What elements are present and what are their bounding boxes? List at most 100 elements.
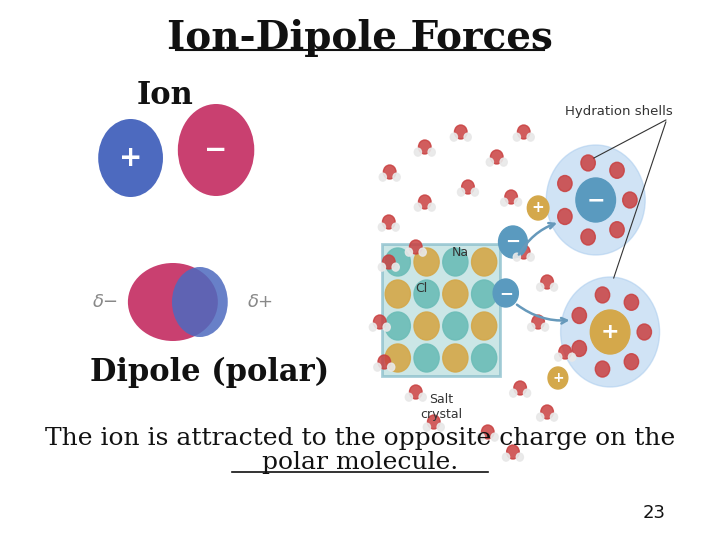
Text: −: −: [204, 136, 228, 164]
Circle shape: [523, 389, 531, 397]
Circle shape: [385, 344, 410, 372]
Circle shape: [500, 198, 508, 206]
Circle shape: [392, 263, 400, 271]
Circle shape: [581, 155, 595, 171]
Circle shape: [414, 344, 439, 372]
Circle shape: [503, 453, 510, 461]
Circle shape: [527, 253, 534, 261]
Circle shape: [532, 315, 544, 329]
Circle shape: [414, 312, 439, 340]
Circle shape: [457, 188, 464, 196]
Circle shape: [576, 178, 616, 222]
Text: Na: Na: [452, 246, 469, 259]
Circle shape: [510, 389, 517, 397]
Circle shape: [472, 188, 479, 196]
Circle shape: [637, 324, 652, 340]
Circle shape: [590, 310, 630, 354]
Circle shape: [482, 425, 494, 439]
Circle shape: [385, 248, 410, 276]
Circle shape: [392, 223, 400, 231]
Circle shape: [518, 245, 530, 259]
Circle shape: [428, 415, 440, 429]
Circle shape: [518, 125, 530, 139]
Circle shape: [490, 150, 503, 164]
Text: Cl: Cl: [415, 281, 427, 294]
Circle shape: [383, 323, 390, 331]
Circle shape: [378, 223, 385, 231]
Circle shape: [516, 453, 523, 461]
Circle shape: [472, 248, 497, 276]
Text: 23: 23: [643, 504, 666, 522]
Circle shape: [382, 215, 395, 229]
Circle shape: [550, 413, 557, 421]
Circle shape: [514, 381, 526, 395]
Circle shape: [410, 240, 422, 254]
Text: +: +: [532, 200, 544, 215]
Text: −: −: [586, 190, 605, 210]
Circle shape: [498, 226, 527, 258]
Text: −: −: [505, 233, 521, 251]
Circle shape: [610, 222, 624, 238]
Circle shape: [374, 363, 381, 371]
Circle shape: [527, 196, 549, 220]
Circle shape: [528, 323, 535, 331]
Circle shape: [443, 344, 468, 372]
Circle shape: [558, 176, 572, 192]
Circle shape: [595, 361, 610, 377]
Circle shape: [428, 148, 436, 156]
Text: Ion-Dipole Forces: Ion-Dipole Forces: [167, 19, 553, 57]
Circle shape: [554, 353, 562, 361]
Circle shape: [387, 363, 395, 371]
Circle shape: [558, 208, 572, 225]
Circle shape: [443, 280, 468, 308]
Circle shape: [548, 367, 568, 389]
Circle shape: [472, 344, 497, 372]
Circle shape: [454, 125, 467, 139]
Circle shape: [374, 315, 386, 329]
Text: +: +: [600, 322, 619, 342]
Ellipse shape: [178, 104, 254, 196]
Circle shape: [595, 287, 610, 303]
Circle shape: [572, 307, 587, 323]
Circle shape: [379, 173, 387, 181]
Circle shape: [513, 133, 521, 141]
Text: The ion is attracted to the opposite charge on the: The ion is attracted to the opposite cha…: [45, 427, 675, 449]
Circle shape: [477, 433, 485, 441]
Circle shape: [423, 423, 431, 431]
Circle shape: [464, 133, 472, 141]
Text: Hydration shells: Hydration shells: [565, 105, 673, 118]
Circle shape: [507, 445, 519, 459]
Circle shape: [514, 198, 521, 206]
Circle shape: [541, 275, 554, 289]
Text: δ+: δ+: [248, 293, 274, 311]
Circle shape: [405, 393, 413, 401]
Ellipse shape: [128, 263, 218, 341]
Circle shape: [623, 192, 637, 208]
Circle shape: [414, 248, 439, 276]
Circle shape: [624, 354, 639, 370]
Circle shape: [418, 195, 431, 209]
Circle shape: [414, 203, 421, 211]
Circle shape: [610, 163, 624, 178]
Circle shape: [572, 341, 587, 356]
Circle shape: [405, 248, 413, 256]
Text: Ion: Ion: [137, 79, 194, 111]
Text: Salt
crystal: Salt crystal: [420, 393, 462, 421]
Circle shape: [527, 133, 534, 141]
Circle shape: [568, 353, 575, 361]
Circle shape: [581, 229, 595, 245]
Circle shape: [385, 312, 410, 340]
Ellipse shape: [98, 119, 163, 197]
Circle shape: [414, 280, 439, 308]
Circle shape: [428, 203, 436, 211]
Text: δ−: δ−: [93, 293, 120, 311]
Text: +: +: [119, 144, 143, 172]
Ellipse shape: [172, 267, 228, 337]
Circle shape: [561, 277, 660, 387]
Text: +: +: [552, 371, 564, 385]
Text: Dipole (polar): Dipole (polar): [90, 356, 329, 388]
Circle shape: [541, 405, 554, 419]
Circle shape: [550, 283, 557, 291]
Circle shape: [443, 248, 468, 276]
Circle shape: [513, 253, 521, 261]
